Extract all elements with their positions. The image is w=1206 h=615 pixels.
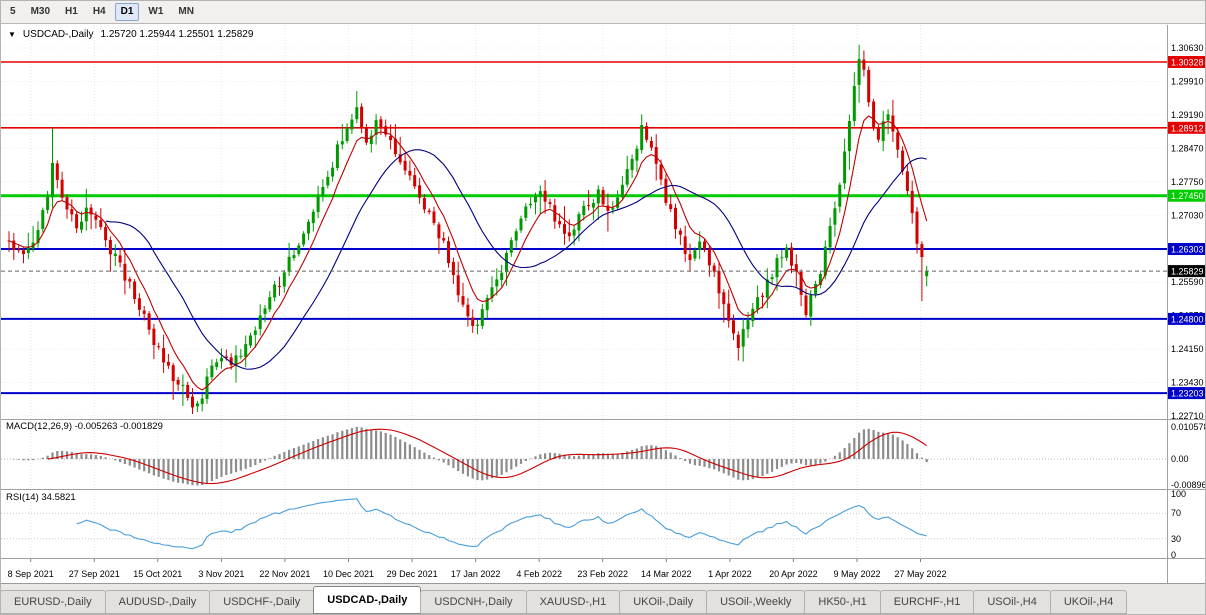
current-price-tag-text: 1.25829 (1171, 267, 1204, 277)
chart-tab-eurusd-daily[interactable]: EURUSD-,Daily (1, 590, 106, 614)
price-axis-label: 1.28470 (1171, 143, 1204, 153)
macd-signal-line (47, 428, 928, 485)
price-level-tag-1.27450: 1.27450 (1168, 189, 1205, 202)
price-level-tag-1.24800-text: 1.24800 (1171, 314, 1204, 324)
timeframe-button-d1[interactable]: D1 (114, 3, 140, 21)
chart-tab-usdchf-daily[interactable]: USDCHF-,Daily (209, 590, 315, 614)
chart-tab-usoil-h4[interactable]: USOil-,H4 (973, 590, 1051, 614)
collapse-triangle-icon[interactable]: ▼ (8, 29, 16, 39)
timeframe-button-h4[interactable]: H4 (92, 6, 106, 17)
chart-tab-xauusd-h1[interactable]: XAUUSD-,H1 (525, 590, 621, 614)
price-level-tag-1.28912: 1.28912 (1168, 121, 1205, 134)
price-level-tag-1.24800: 1.24800 (1168, 312, 1205, 325)
date-label: 3 Nov 2021 (198, 569, 244, 579)
rsi-axis-label: 0 (1171, 550, 1176, 560)
date-label: 20 Apr 2022 (769, 569, 818, 579)
date-label: 27 May 2022 (894, 569, 946, 579)
timeframe-button-h1[interactable]: H1 (65, 6, 78, 17)
horizontal-levels (1, 61, 1167, 395)
chart-symbol-label: USDCAD-,Daily (22, 29, 94, 40)
chart-ohlc-values: 1.25720 1.25944 1.25501 1.25829 (100, 29, 254, 40)
date-axis: 8 Sep 2021 27 Sep 2021 15 Oct 2021 3 Nov 20… (8, 559, 947, 579)
macd-axis-label: 0.010578 (1171, 422, 1206, 432)
price-level-tag-1.23203-text: 1.23203 (1171, 389, 1204, 399)
fast-ma-line (8, 115, 928, 391)
price-level-tag-1.26303-text: 1.26303 (1171, 245, 1204, 255)
rsi-label: RSI(14) 34.5821 (6, 492, 76, 503)
timeframe-button-m30[interactable]: M30 (30, 6, 51, 17)
chart-tabs-bar: EURUSD-,Daily AUDUSD-,Daily USDCHF-,Daily U… (1, 583, 1205, 614)
price-level-tag-1.26303: 1.26303 (1168, 243, 1205, 255)
rsi-axis-label: 30 (1171, 534, 1181, 544)
timeframe-button-5[interactable]: 5 (10, 6, 16, 17)
candlestick-series (7, 44, 929, 414)
price-axis-label: 1.22710 (1171, 411, 1204, 421)
chart-tab-usoil-weekly[interactable]: USOil-,Weekly (706, 590, 806, 614)
date-label: 1 Apr 2022 (708, 569, 752, 579)
chart-tab-ukoil-h4[interactable]: UKOil-,H4 (1049, 590, 1128, 614)
price-axis-label: 1.25590 (1171, 277, 1204, 287)
rsi-axis-label: 70 (1171, 508, 1181, 518)
date-label: 22 Nov 2021 (259, 569, 310, 579)
chart-tab-hk50-h1[interactable]: HK50-,H1 (804, 590, 881, 614)
macd-histogram (12, 426, 928, 486)
price-level-tag-1.27450-text: 1.27450 (1171, 191, 1204, 201)
date-label: 14 Mar 2022 (641, 569, 692, 579)
date-label: 4 Feb 2022 (516, 569, 562, 579)
timeframe-toolbar: 5 M30 H1 H4 D1 W1 MN (1, 1, 1205, 24)
timeframe-button-mn[interactable]: MN (178, 6, 194, 17)
price-level-tag-1.30328-text: 1.30328 (1171, 58, 1204, 68)
date-label: 17 Jan 2022 (451, 569, 501, 579)
price-axis-label: 1.29190 (1171, 110, 1204, 120)
price-axis-label: 1.24150 (1171, 344, 1204, 354)
chart-tab-ukoil-daily[interactable]: UKOil-,Daily (619, 590, 708, 614)
price-level-tag-1.28912-text: 1.28912 (1171, 123, 1204, 133)
price-axis-label: 1.29910 (1171, 77, 1204, 87)
price-axis-label: 1.27030 (1171, 210, 1204, 220)
date-label: 29 Dec 2021 (387, 569, 438, 579)
date-label: 27 Sep 2021 (69, 569, 120, 579)
chart-tab-eurchf-h1[interactable]: EURCHF-,H1 (879, 590, 975, 614)
date-label: 9 May 2022 (833, 569, 880, 579)
macd-axis-label: -0.00896 (1171, 480, 1206, 490)
rsi-axis-label: 100 (1171, 489, 1186, 499)
chart-tab-usdcnh-daily[interactable]: USDCNH-,Daily (420, 590, 527, 614)
current-price-tag: 1.25829 (1168, 265, 1205, 278)
chart-header: ▼ USDCAD-,Daily 1.25720 1.25944 1.25501 … (8, 29, 253, 40)
price-axis-label: 1.30630 (1171, 43, 1204, 53)
rsi-line (76, 498, 927, 550)
chart-tab-usdcad-daily[interactable]: USDCAD-,Daily (313, 586, 422, 614)
price-axis: 1.30630 1.29910 1.29190 1.28470 1.27750 1.270… (6, 43, 1206, 560)
price-axis-label: 1.27750 (1171, 177, 1204, 187)
date-label: 15 Oct 2021 (133, 569, 182, 579)
slow-ma-line (105, 149, 927, 370)
price-level-tag-1.30328: 1.30328 (1168, 56, 1205, 68)
grid (1, 25, 1167, 558)
date-label: 8 Sep 2021 (8, 569, 54, 579)
date-label: 10 Dec 2021 (323, 569, 374, 579)
price-axis-label: 1.23430 (1171, 378, 1204, 388)
date-label: 23 Feb 2022 (577, 569, 628, 579)
price-level-tag-1.23203: 1.23203 (1168, 387, 1205, 400)
chart-tab-audusd-daily[interactable]: AUDUSD-,Daily (104, 590, 211, 614)
macd-label: MACD(12,26,9) -0.005263 -0.001829 (6, 421, 163, 432)
timeframe-button-w1[interactable]: W1 (148, 6, 164, 17)
macd-axis-label: 0.00 (1171, 454, 1189, 464)
